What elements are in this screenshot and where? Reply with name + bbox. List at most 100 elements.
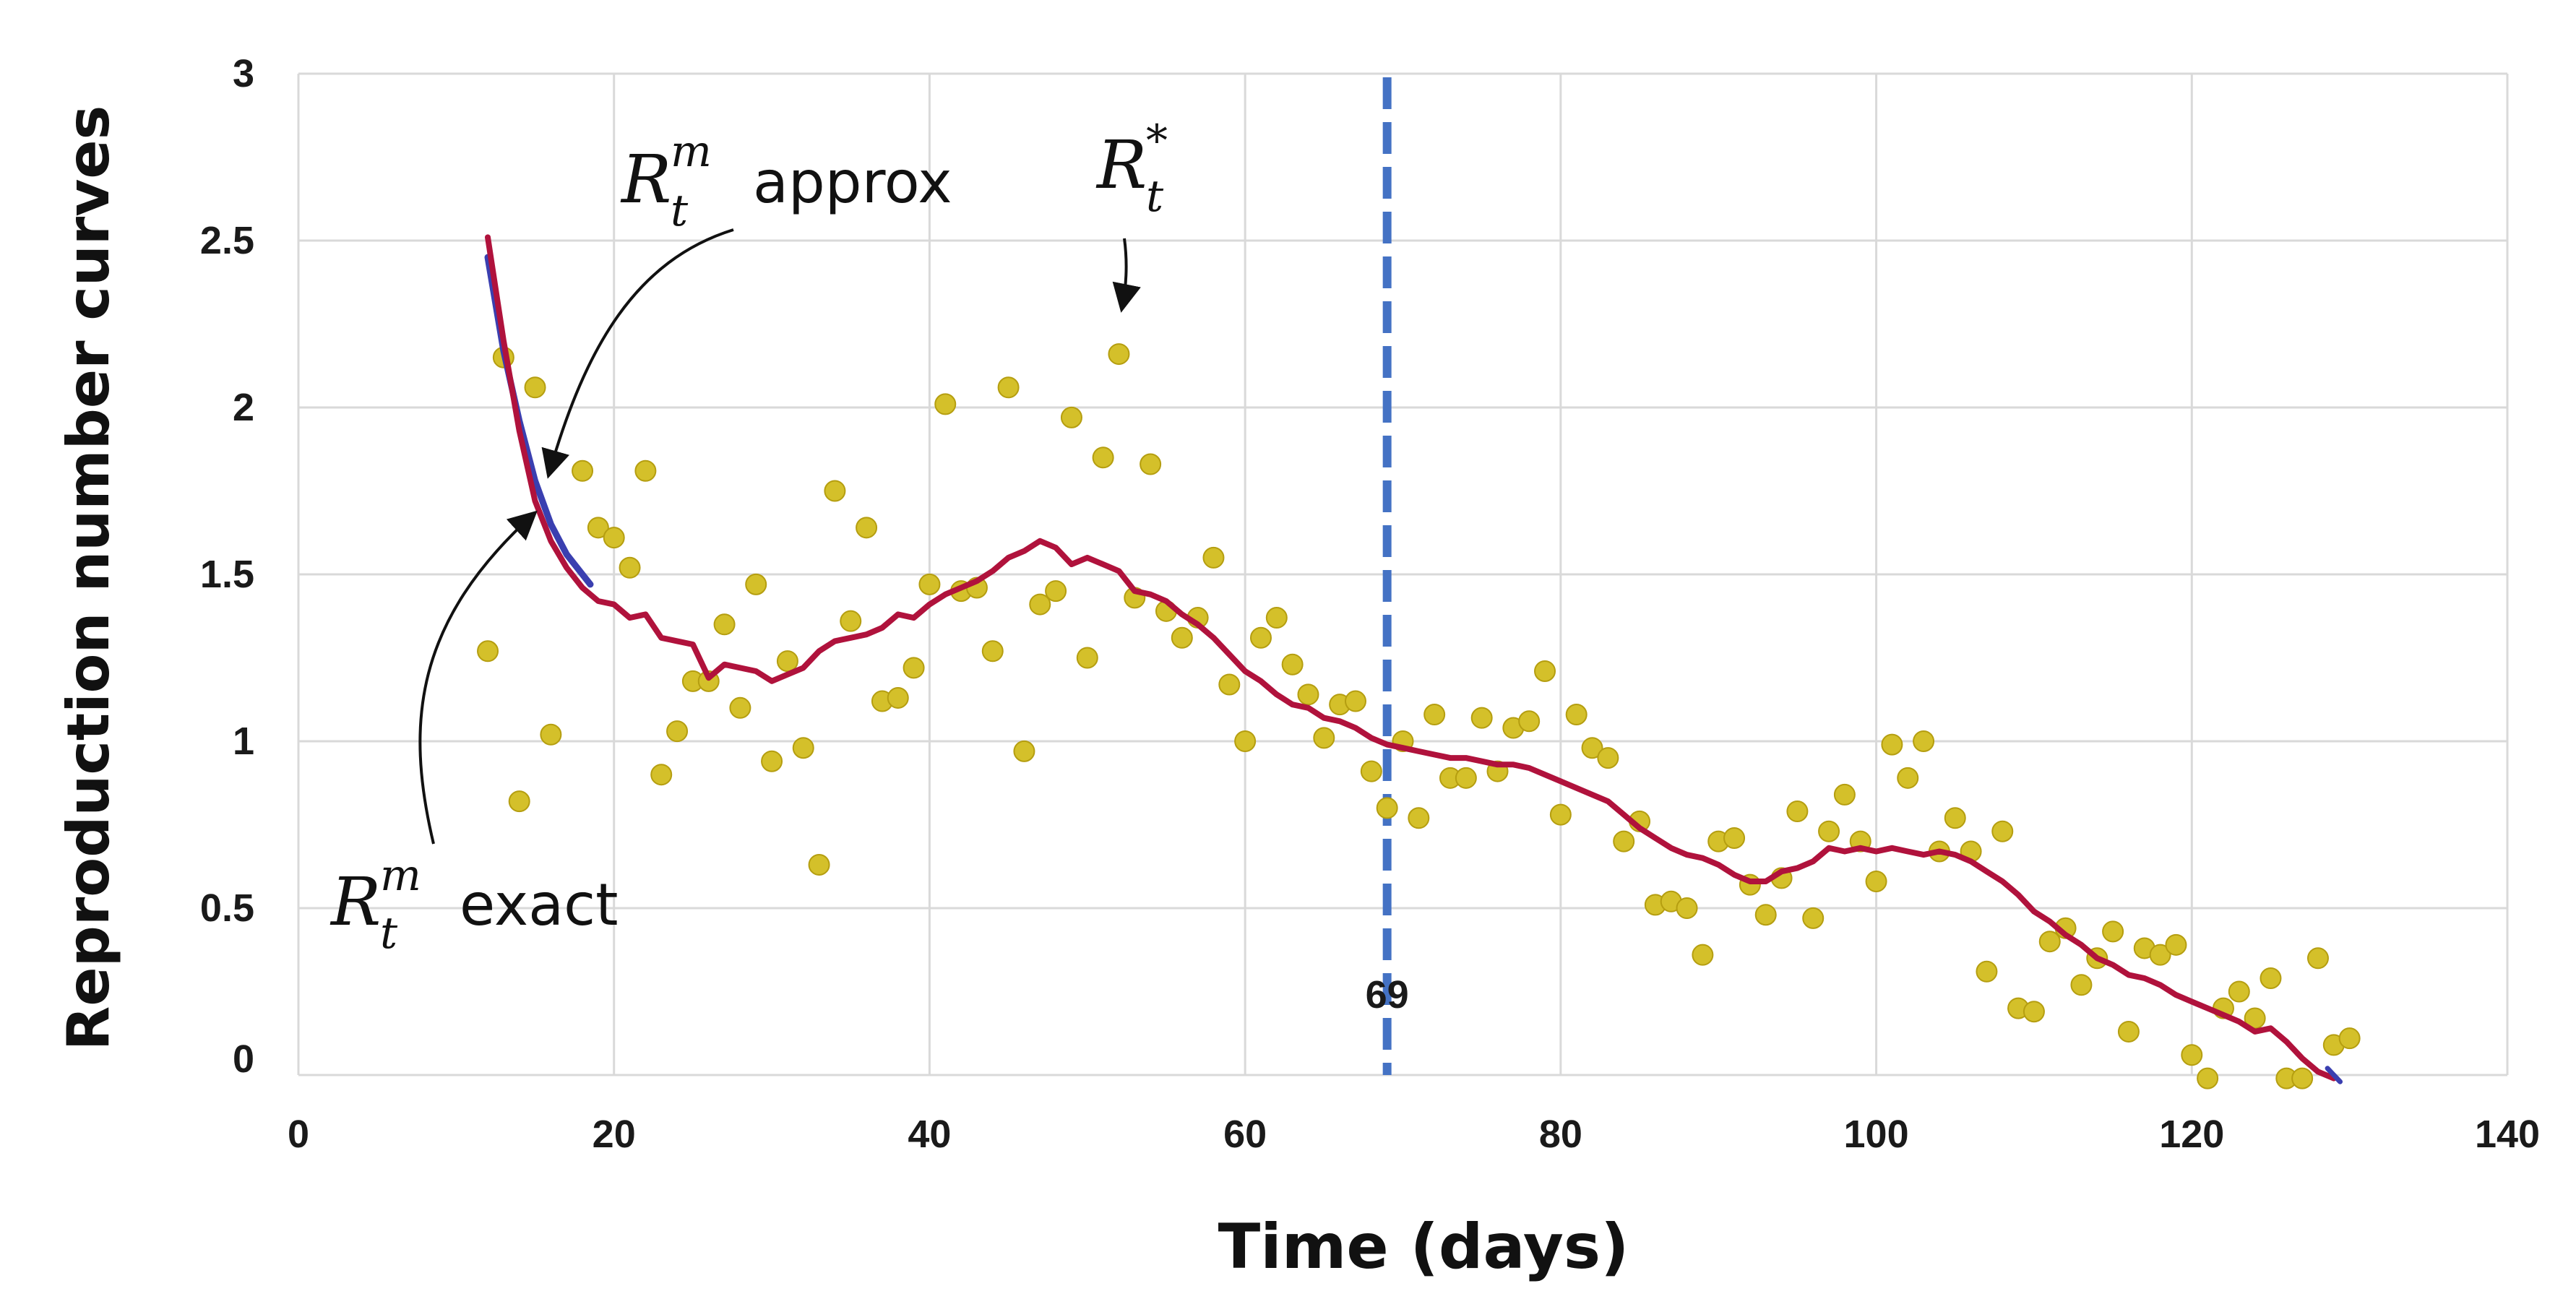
scatter-point — [792, 737, 814, 759]
scatter-point — [2181, 1044, 2203, 1066]
scatter-point — [2023, 1001, 2045, 1023]
annotation-approx-subscript: t — [671, 186, 689, 236]
x-tick-label: 0 — [288, 1113, 309, 1156]
scatter-point — [587, 517, 609, 539]
scatter-point — [2102, 920, 2124, 943]
scatter-point — [477, 640, 499, 663]
scatter-point — [524, 376, 546, 399]
scatter-point — [1202, 546, 1225, 569]
scatter-point — [634, 459, 657, 482]
scatter-point — [1455, 767, 1477, 789]
scatter-point — [2228, 980, 2250, 1003]
line-rt-m-approx-tail — [2325, 1066, 2343, 1084]
scatter-point — [1565, 704, 1588, 726]
scatter-point — [2038, 931, 2061, 953]
gridlines — [297, 72, 2509, 1076]
scatter-point — [666, 720, 689, 743]
scatter-point — [1786, 800, 1809, 823]
scatter-point — [1376, 797, 1398, 819]
annotation-rt-star-arrow — [1112, 238, 1141, 313]
line-rt-m-approx — [484, 254, 594, 588]
scatter-point — [713, 613, 736, 636]
annotation-approx-text: approx — [753, 149, 952, 216]
scatter-point — [572, 459, 594, 482]
scatter-point — [903, 657, 925, 679]
scatter-point — [1218, 673, 1241, 696]
scatter-point — [603, 527, 625, 549]
scatter-point — [2149, 944, 2171, 966]
scatter-point — [808, 853, 830, 876]
scatter-point — [1913, 730, 1935, 752]
scatter-series-rt-star — [477, 343, 2361, 1089]
scatter-point — [1029, 593, 1051, 616]
scatter-point — [540, 723, 562, 746]
scatter-point — [2291, 1067, 2314, 1089]
line-series — [484, 234, 2343, 1084]
annotation-rt-star: R t * — [1095, 116, 1168, 313]
scatter-point — [824, 480, 846, 502]
scatter-point — [761, 750, 783, 772]
scatter-point — [1297, 683, 1319, 706]
scatter-point — [776, 650, 798, 673]
scatter-point — [856, 517, 878, 539]
annotation-rt-star-symbol: R — [1095, 126, 1147, 204]
x-tick-label: 40 — [908, 1113, 951, 1156]
scatter-point — [2117, 1020, 2140, 1043]
scatter-point — [1060, 406, 1082, 428]
annotation-approx-arrow — [541, 228, 734, 479]
scatter-point — [508, 790, 530, 813]
annotation-exact-symbol: R — [329, 863, 381, 941]
reference-line-label: 69 — [1366, 973, 1409, 1017]
scatter-point — [729, 696, 751, 719]
scatter-point — [981, 640, 1004, 663]
y-tick-label: 0.5 — [200, 886, 254, 930]
scatter-point — [650, 764, 673, 786]
line-rt-m-exact — [485, 234, 2337, 1082]
y-axis-ticks: 0 0.5 1 1.5 2 2.5 3 — [200, 52, 254, 1081]
scatter-point — [1613, 830, 1635, 853]
scatter-point — [1818, 820, 1840, 842]
scatter-point — [619, 556, 641, 579]
x-tick-label: 100 — [1844, 1113, 1909, 1156]
x-tick-label: 120 — [2159, 1113, 2224, 1156]
scatter-point — [1344, 690, 1366, 712]
scatter-point — [1360, 760, 1382, 782]
scatter-point — [1249, 626, 1272, 649]
scatter-point — [1944, 807, 1966, 829]
scatter-point — [1281, 653, 1304, 676]
scatter-point — [2070, 974, 2093, 996]
y-tick-label: 1 — [233, 720, 254, 763]
scatter-point — [997, 376, 1020, 399]
scatter-point — [1013, 740, 1035, 762]
scatter-point — [840, 610, 862, 632]
annotation-approx: R t m approx — [541, 126, 952, 479]
x-tick-label: 140 — [2475, 1113, 2540, 1156]
y-tick-label: 2.5 — [200, 219, 254, 262]
y-axis-title: Reproduction number curves — [55, 105, 122, 1051]
scatter-point — [1597, 747, 1619, 769]
scatter-point — [1171, 626, 1193, 649]
annotation-exact-superscript: m — [380, 850, 421, 901]
scatter-point — [2306, 947, 2329, 970]
scatter-point — [1881, 733, 1903, 756]
scatter-point — [887, 686, 909, 709]
scatter-point — [934, 393, 957, 415]
scatter-point — [1470, 707, 1493, 729]
x-axis-title: Time (days) — [1218, 1211, 1629, 1283]
annotation-rt-star-superscript: * — [1146, 116, 1168, 166]
scatter-point — [1692, 944, 1714, 966]
x-tick-label: 20 — [593, 1113, 636, 1156]
scatter-point — [1991, 820, 2014, 842]
scatter-point — [1408, 807, 1430, 829]
scatter-point — [1045, 580, 1067, 603]
scatter-point — [1076, 647, 1098, 669]
scatter-point — [1676, 897, 1698, 919]
scatter-point — [1092, 446, 1114, 469]
y-tick-label: 3 — [233, 52, 254, 95]
scatter-point — [1976, 960, 1998, 983]
scatter-point — [1754, 904, 1777, 926]
scatter-point — [2197, 1067, 2219, 1089]
y-tick-label: 1.5 — [200, 553, 254, 596]
annotation-exact-arrow — [418, 510, 538, 845]
scatter-point — [1234, 730, 1257, 752]
